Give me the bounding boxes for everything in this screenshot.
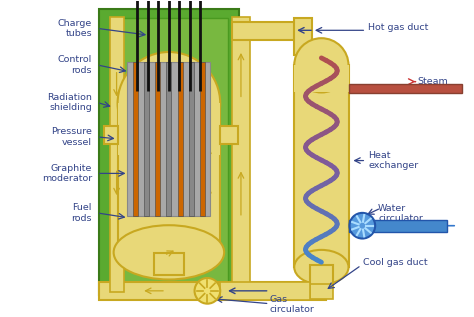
Bar [310, 284, 333, 299]
Circle shape [349, 213, 375, 238]
Bar [220, 126, 238, 144]
Bar [109, 18, 228, 285]
Text: Water
circulator: Water circulator [378, 204, 423, 223]
Text: Pressure
vessel: Pressure vessel [51, 127, 92, 146]
Circle shape [194, 278, 220, 304]
Bar [189, 62, 194, 216]
Ellipse shape [114, 225, 224, 280]
Bar [348, 84, 462, 94]
Bar [166, 62, 172, 216]
Text: Cool gas duct: Cool gas duct [363, 258, 428, 267]
Bar [294, 18, 312, 55]
Text: Radiation
shielding: Radiation shielding [47, 93, 92, 112]
Bar [144, 62, 149, 216]
Bar [154, 253, 184, 275]
Bar [133, 62, 138, 216]
Text: Hot gas duct: Hot gas duct [368, 23, 428, 32]
Bar [118, 103, 220, 155]
Bar [294, 65, 348, 93]
Bar [200, 62, 205, 216]
Bar [232, 17, 250, 292]
Text: Gas
circulator: Gas circulator [270, 295, 314, 314]
Text: Control
rods: Control rods [58, 55, 92, 74]
Text: Water: Water [418, 221, 446, 230]
Bar [104, 126, 118, 144]
Bar [155, 62, 160, 216]
Ellipse shape [294, 38, 348, 93]
Text: Fuel
rods: Fuel rods [72, 203, 92, 223]
Text: Charge
tubes: Charge tubes [58, 19, 92, 38]
Text: Graphite
moderator: Graphite moderator [42, 164, 92, 183]
Bar [128, 62, 210, 216]
Bar [348, 220, 447, 232]
Ellipse shape [118, 52, 220, 155]
Bar [232, 23, 306, 40]
Text: Heat
exchanger: Heat exchanger [368, 151, 419, 170]
Bar [99, 282, 326, 300]
Bar [294, 65, 348, 267]
Text: Steam: Steam [418, 77, 448, 86]
Bar [118, 103, 220, 252]
Bar [310, 265, 333, 287]
Bar [99, 9, 239, 295]
Bar [109, 17, 125, 292]
Ellipse shape [294, 250, 348, 284]
Bar [178, 62, 182, 216]
Bar [220, 282, 310, 300]
